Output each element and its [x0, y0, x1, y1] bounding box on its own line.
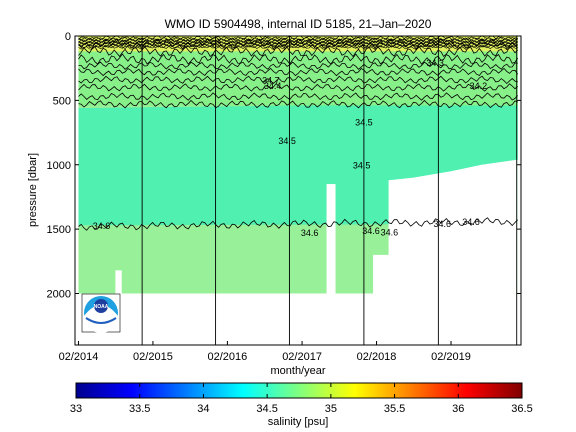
isohaline-label: 34.5	[278, 136, 296, 146]
x-tick-label: 02/2014	[59, 351, 99, 363]
isohaline-line	[78, 53, 519, 65]
plot-area: 34.734.434.534.534.534.634.6 34.6 34.634.6…	[78, 35, 519, 345]
y-tick-label: 500	[53, 95, 71, 107]
x-tick-label: 02/2019	[431, 351, 471, 363]
y-tick-label: 1000	[47, 160, 71, 172]
colorbar-tick-label: 36.5	[511, 403, 532, 415]
colorbar-tick-label: 33.5	[129, 403, 150, 415]
isohaline-label: 34.5	[355, 117, 373, 127]
colorbar-label: salinity [psu]	[268, 416, 329, 428]
x-tick-label: 02/2015	[133, 351, 173, 363]
chart-title: WMO ID 5904498, internal ID 5185, 21–Jan…	[165, 17, 432, 31]
x-axis: 02/2014 02/2015 02/2016 02/2017 02/2018 02/20…	[59, 341, 471, 363]
y-axis-label: pressure [dbar]	[27, 153, 39, 227]
y-axis: 0 500 1000 1500 2000	[47, 31, 521, 301]
y-tick-label: 0	[65, 31, 71, 43]
isohaline-line	[78, 83, 518, 92]
below-profile-region	[78, 293, 518, 345]
isohaline-label: 34.6	[301, 228, 319, 238]
x-tick-label: 02/2018	[357, 351, 397, 363]
isohaline-label: 34.6	[381, 227, 399, 237]
colorbar-tick-label: 33	[70, 403, 82, 415]
plot-frame	[74, 35, 522, 346]
x-axis-label: month/year	[270, 365, 325, 377]
isohaline-label: 34.5	[353, 160, 371, 170]
isohaline-line	[78, 75, 518, 85]
y-tick-label: 2000	[47, 289, 71, 301]
colorbar-tick-label: 34.5	[256, 403, 277, 415]
colorbar-tick-label: 34	[197, 403, 209, 415]
isohaline-line	[78, 99, 518, 109]
x-tick-label: 02/2017	[282, 351, 322, 363]
colorbar-gradient	[75, 382, 523, 399]
isohaline-label: 34.2	[470, 81, 488, 91]
isohaline-line	[78, 67, 519, 77]
isohaline-label: 34.3	[426, 58, 444, 68]
y-tick-label: 1500	[47, 224, 71, 236]
isohaline-label: 34.6	[462, 217, 480, 227]
no-data-gap	[326, 184, 336, 345]
isohaline-line	[78, 217, 518, 231]
isohaline-label: 34.4	[264, 81, 282, 91]
isohaline-line	[78, 45, 518, 58]
isohaline-line	[78, 61, 518, 70]
noaa-logo: NOAA	[81, 293, 121, 333]
colorbar-tick-label: 35	[325, 403, 337, 415]
isohaline-label: 34.6	[93, 221, 111, 231]
isohaline-label: 34.6	[362, 226, 380, 236]
x-tick-label: 02/2016	[208, 351, 248, 363]
svg-text:NOAA: NOAA	[94, 304, 109, 310]
isohaline-line	[78, 92, 518, 101]
isohaline-label: 34.6	[433, 219, 451, 229]
isohaline-line	[78, 43, 518, 49]
isohaline-line	[78, 44, 518, 50]
colorbar-tick-label: 35.5	[384, 403, 405, 415]
colorbar: 33 33.5 34 34.5 35 35.5 36 36.5 salinity [psu]	[70, 382, 533, 428]
isohaline-label: 34.7	[262, 75, 280, 85]
colorbar-tick-label: 36	[452, 403, 464, 415]
